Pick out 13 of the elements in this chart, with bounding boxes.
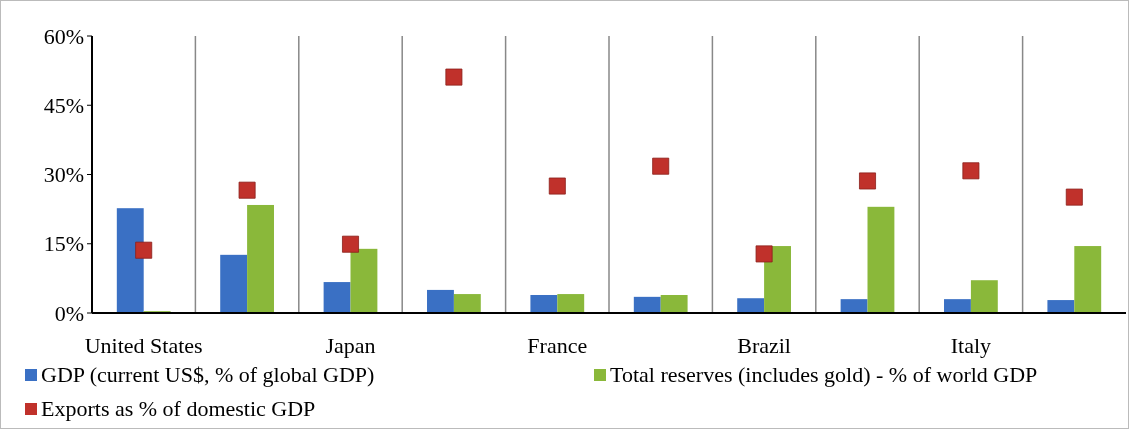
x-tick-label: France (527, 333, 588, 358)
x-tick-label: Italy (950, 333, 992, 358)
y-tick-label: 0% (54, 300, 84, 326)
x-tick-label: United States (84, 333, 203, 358)
legend-label: Exports as % of domestic GDP (41, 396, 316, 421)
y-tick-label: 15% (43, 231, 84, 257)
y-tick-label: 30% (43, 162, 84, 188)
legend-label: GDP (current US$, % of global GDP) (41, 362, 375, 387)
legend-label: Total reserves (includes gold) - % of world GDP (610, 362, 1038, 387)
x-tick-label: Japan (325, 333, 376, 358)
x-tick-label: Brazil (737, 333, 791, 358)
y-tick-label: 60% (43, 23, 84, 49)
y-tick-label: 45% (43, 92, 84, 118)
